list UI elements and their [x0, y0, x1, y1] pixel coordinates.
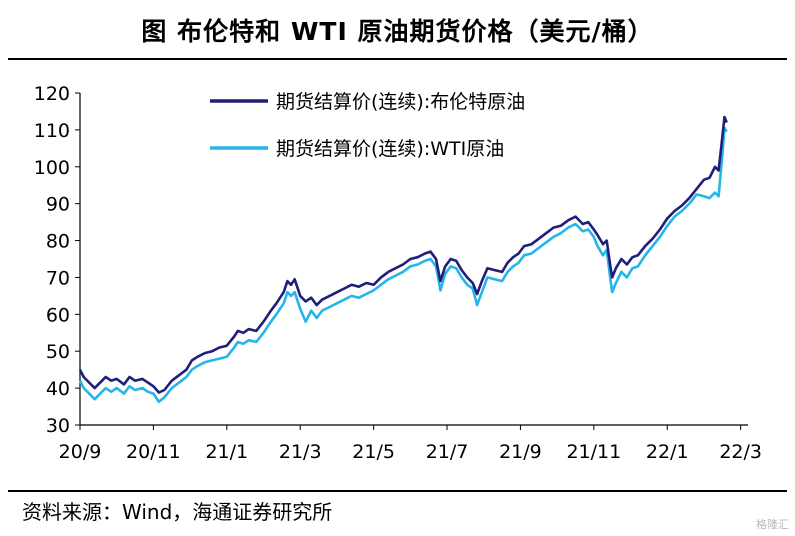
- x-tick-label: 21/1: [205, 441, 248, 463]
- y-tick-label: 80: [46, 231, 70, 253]
- chart-axes: [79, 93, 748, 426]
- x-tick-label: 20/9: [59, 441, 102, 463]
- y-tick-label: 70: [46, 267, 70, 289]
- watermark: 格隆汇: [756, 518, 789, 531]
- y-tick-label: 120: [34, 83, 70, 105]
- x-axis-ticks: 20/9 20/11 21/1 21/3 21/5 21/7 21/9 21/11 22/1 22…: [59, 425, 762, 463]
- x-tick-label: 20/11: [126, 441, 181, 463]
- line-chart: 30 40 50 60 70 80 90 100 110 120 20/9 20/11 21/1 21/…: [34, 83, 762, 463]
- legend-label: 期货结算价(连续):WTI原油: [276, 138, 504, 160]
- x-tick-label: 22/3: [719, 441, 762, 463]
- source-note: 资料来源：Wind，海通证券研究所: [22, 500, 333, 524]
- y-axis-ticks: 30 40 50 60 70 80 90 100 110 120: [34, 83, 80, 437]
- x-tick-label: 22/1: [646, 441, 689, 463]
- y-tick-label: 50: [46, 341, 70, 363]
- y-tick-label: 110: [34, 120, 70, 142]
- chart-title: 图 布伦特和 WTI 原油期货价格（美元/桶）: [141, 17, 654, 46]
- series-lines: [78, 115, 728, 404]
- x-tick-label: 21/7: [426, 441, 469, 463]
- x-tick-label: 21/9: [499, 441, 542, 463]
- y-tick-label: 30: [46, 415, 70, 437]
- x-tick-label: 21/5: [352, 441, 395, 463]
- footer-rule: [8, 490, 787, 492]
- x-tick-label: 21/11: [566, 441, 621, 463]
- wti-line: [78, 126, 728, 404]
- y-tick-label: 60: [46, 304, 70, 326]
- x-tick-label: 21/3: [279, 441, 322, 463]
- y-tick-label: 100: [34, 157, 70, 179]
- y-tick-label: 40: [46, 378, 70, 400]
- legend-label: 期货结算价(连续):布伦特原油: [276, 91, 525, 113]
- title-rule: [8, 58, 787, 60]
- brent-line: [78, 115, 728, 394]
- y-tick-label: 90: [46, 194, 70, 216]
